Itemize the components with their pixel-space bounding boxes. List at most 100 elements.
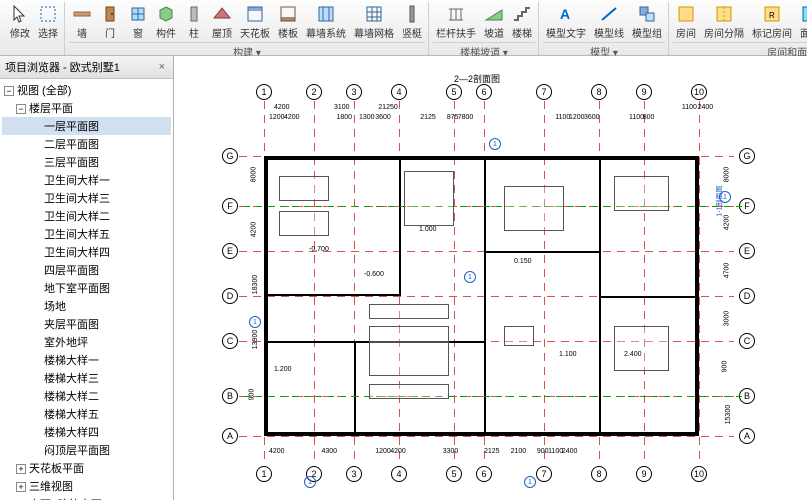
- dimension-text: 4200: [284, 114, 300, 121]
- section-marker[interactable]: 1: [524, 476, 536, 488]
- section-marker[interactable]: 1: [304, 476, 316, 488]
- dimension-text: 21250: [378, 104, 397, 111]
- tree-label: 楼层平面: [29, 103, 73, 115]
- gridline: [544, 101, 545, 461]
- model-line-button[interactable]: 模型线: [591, 2, 627, 42]
- curtain-grid-button[interactable]: 幕墙网格: [351, 2, 397, 42]
- wall-button[interactable]: 墙: [69, 2, 95, 42]
- tree-node[interactable]: 三层平面图: [2, 153, 171, 171]
- window-button[interactable]: 窗: [125, 2, 151, 42]
- tree-node[interactable]: 二层平面图: [2, 135, 171, 153]
- tree-node[interactable]: 卫生间大样三: [2, 189, 171, 207]
- select-button[interactable]: 选择: [35, 2, 61, 42]
- ribbon-group: 栏杆扶手坡道楼梯楼梯坡道 ▾: [430, 2, 539, 55]
- close-icon[interactable]: ×: [156, 61, 168, 73]
- grid-bubble: E: [222, 243, 238, 259]
- line3d-icon: [599, 4, 619, 24]
- button-label: 坡道: [484, 25, 504, 40]
- tree-node[interactable]: 卫生间大样四: [2, 243, 171, 261]
- railing-button[interactable]: 栏杆扶手: [433, 2, 479, 42]
- tree-node[interactable]: 楼梯大样四: [2, 423, 171, 441]
- tree-node[interactable]: 夹层平面图: [2, 315, 171, 333]
- tree-node[interactable]: 闷顶层平面图: [2, 441, 171, 459]
- expander-icon[interactable]: −: [4, 86, 14, 96]
- dimension-text: 1800: [337, 114, 353, 121]
- grid-bubble: 6: [476, 84, 492, 100]
- grid-bubble: 4: [391, 84, 407, 100]
- furniture: [279, 176, 329, 201]
- furniture: [504, 186, 564, 231]
- tree-node[interactable]: +天花板平面: [2, 459, 171, 477]
- door-button[interactable]: 门: [97, 2, 123, 42]
- project-tree[interactable]: −视图 (全部)−楼层平面一层平面图二层平面图三层平面图卫生间大样一卫生间大样三…: [0, 79, 173, 500]
- button-label: 天花板: [240, 25, 270, 40]
- tree-node[interactable]: 地下室平面图: [2, 279, 171, 297]
- modify-button[interactable]: 修改: [7, 2, 33, 42]
- svg-text:R: R: [769, 11, 775, 20]
- tree-label: 三维视图: [29, 481, 73, 493]
- stair-button[interactable]: 楼梯: [509, 2, 535, 42]
- tree-node[interactable]: 场地: [2, 297, 171, 315]
- tree-node[interactable]: −楼层平面: [2, 99, 171, 117]
- tree-node[interactable]: 室外地坪: [2, 333, 171, 351]
- button-label: 楼板: [278, 25, 298, 40]
- grid-bubble: 9: [636, 466, 652, 482]
- model-text-button[interactable]: A模型文字: [543, 2, 589, 42]
- tree-node[interactable]: 楼梯大样二: [2, 387, 171, 405]
- dimension-text: 1200: [269, 114, 285, 121]
- grid-bubble: A: [222, 428, 238, 444]
- button-label: 柱: [189, 25, 199, 40]
- tree-node[interactable]: 一层平面图: [2, 117, 171, 135]
- grid-bubble: 8: [591, 466, 607, 482]
- expander-icon[interactable]: +: [16, 482, 26, 492]
- tree-node[interactable]: 楼梯大样三: [2, 369, 171, 387]
- component-button[interactable]: 构件: [153, 2, 179, 42]
- expander-icon[interactable]: −: [16, 104, 26, 114]
- model-group-button[interactable]: 模型组: [629, 2, 665, 42]
- tree-node[interactable]: −立面 (建筑立面): [2, 495, 171, 500]
- section-marker[interactable]: 1: [464, 271, 476, 283]
- tree-label: 卫生间大样一: [44, 175, 110, 187]
- button-label: 模型线: [594, 25, 624, 40]
- floor-button[interactable]: 楼板: [275, 2, 301, 42]
- tree-node[interactable]: +三维视图: [2, 477, 171, 495]
- room-icon: [676, 4, 696, 24]
- tree-label: 楼梯大样一: [44, 355, 99, 367]
- section-marker[interactable]: 1: [489, 138, 501, 150]
- grid-bubble: 6: [476, 466, 492, 482]
- ceiling-button[interactable]: 天花板: [237, 2, 273, 42]
- room-button[interactable]: 房间: [673, 2, 699, 42]
- tree-node[interactable]: 卫生间大样二: [2, 207, 171, 225]
- button-label: 栏杆扶手: [436, 25, 476, 40]
- section-marker[interactable]: 1: [249, 316, 261, 328]
- dimension-text: 18300: [252, 275, 259, 294]
- ceiling-icon: [245, 4, 265, 24]
- tree-node[interactable]: −视图 (全部): [2, 81, 171, 99]
- tree-node[interactable]: 四层平面图: [2, 261, 171, 279]
- wall: [399, 156, 401, 296]
- grid-icon: [364, 4, 384, 24]
- room-tag-button[interactable]: R标记房间: [749, 2, 795, 42]
- tree-node[interactable]: 楼梯大样五: [2, 405, 171, 423]
- tree-node[interactable]: 楼梯大样一: [2, 351, 171, 369]
- gridline: [454, 101, 455, 461]
- curtain-sys-button[interactable]: 幕墙系统: [303, 2, 349, 42]
- tree-node[interactable]: 卫生间大样五: [2, 225, 171, 243]
- tree-node[interactable]: 卫生间大样一: [2, 171, 171, 189]
- drawing-canvas[interactable]: 1122334455667788991010AABBCCDDEEFFGG1200…: [174, 56, 807, 500]
- area-button[interactable]: 面积: [797, 2, 807, 42]
- mullion-button[interactable]: 竖梃: [399, 2, 425, 42]
- button-label: 修改: [10, 25, 30, 40]
- roof-button[interactable]: 屋顶: [209, 2, 235, 42]
- room-sep-button[interactable]: 房间分隔: [701, 2, 747, 42]
- grid-bubble: 3: [346, 84, 362, 100]
- button-label: 屋顶: [212, 25, 232, 40]
- column-button[interactable]: 柱: [181, 2, 207, 42]
- expander-icon[interactable]: +: [16, 464, 26, 474]
- stair-icon: [512, 4, 532, 24]
- grid-bubble: 7: [536, 466, 552, 482]
- wall: [264, 156, 268, 436]
- sidebar-title: 项目浏览器 - 欧式别墅1 ×: [0, 56, 173, 79]
- ramp-button[interactable]: 坡道: [481, 2, 507, 42]
- furniture: [404, 171, 454, 226]
